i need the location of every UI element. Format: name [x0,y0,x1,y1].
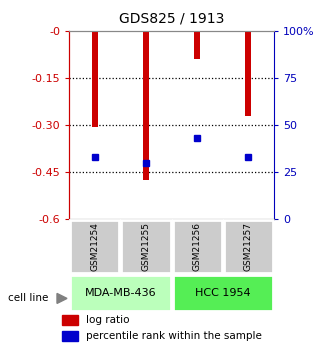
Bar [62,315,78,325]
Text: HCC 1954: HCC 1954 [195,288,250,298]
FancyBboxPatch shape [70,275,171,312]
FancyBboxPatch shape [224,220,273,273]
Polygon shape [57,294,67,303]
Text: GSM21255: GSM21255 [142,222,150,271]
Bar [92,31,98,127]
Text: MDA-MB-436: MDA-MB-436 [84,288,156,298]
Bar [143,31,149,180]
FancyBboxPatch shape [70,220,119,273]
Text: GSM21257: GSM21257 [244,222,253,271]
Bar [62,331,78,341]
Bar [245,31,251,116]
Text: cell line: cell line [8,294,49,303]
Text: percentile rank within the sample: percentile rank within the sample [86,331,262,341]
FancyBboxPatch shape [173,220,222,273]
Text: GSM21254: GSM21254 [90,222,99,271]
Text: GDS825 / 1913: GDS825 / 1913 [119,12,224,26]
Text: GSM21256: GSM21256 [193,222,202,271]
Text: log ratio: log ratio [86,315,129,325]
FancyBboxPatch shape [173,275,273,312]
FancyBboxPatch shape [121,220,171,273]
Bar [194,31,200,59]
